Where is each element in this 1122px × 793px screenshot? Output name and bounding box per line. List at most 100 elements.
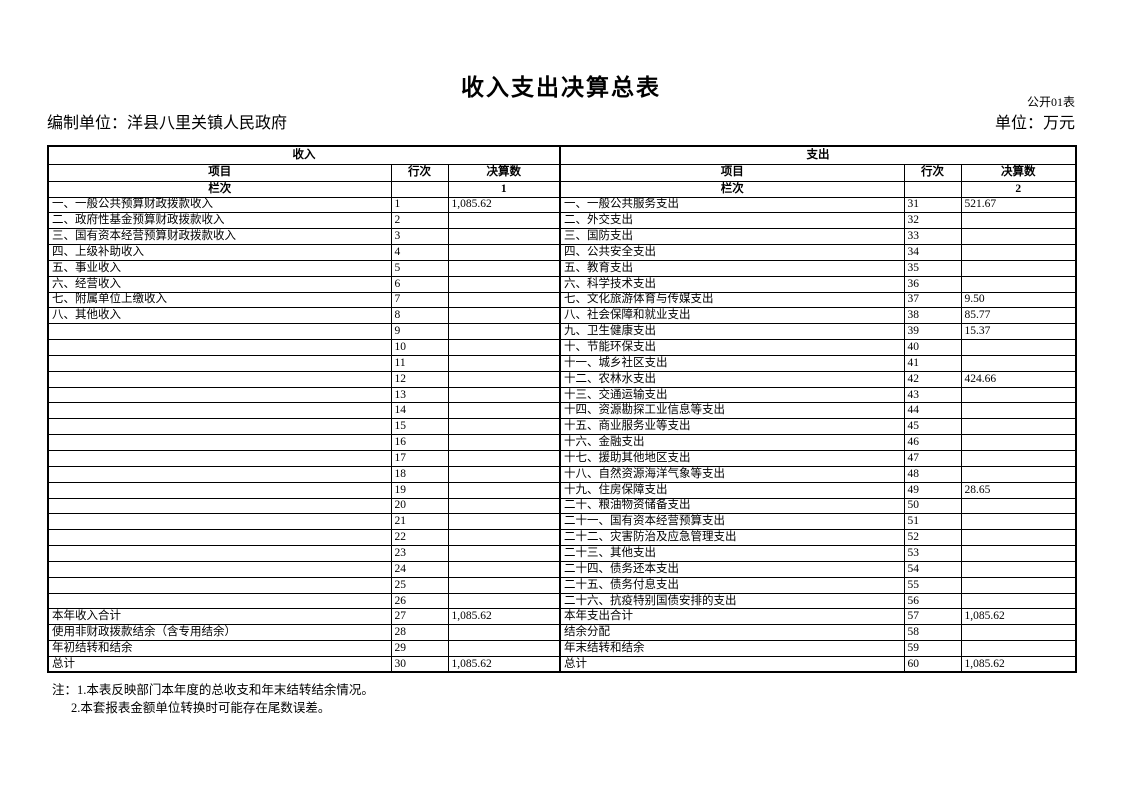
expense-item-cell: 十八、自然资源海洋气象等支出 — [559, 465, 905, 483]
table-row: 24 二十四、债务还本支出 54 — [47, 560, 1077, 578]
table-row: 二、政府性基金预算财政拨款收入 2 二、外交支出 32 — [47, 212, 1077, 230]
expense-item-cell: 三、国防支出 — [559, 228, 905, 246]
income-item-cell — [47, 402, 392, 420]
income-amount-cell — [447, 545, 561, 562]
income-line-cell: 14 — [390, 402, 449, 420]
expense-amount-cell: 9.50 — [960, 291, 1077, 309]
income-amount-cell — [447, 212, 561, 230]
income-line-cell: 4 — [390, 244, 449, 261]
income-amount-cell — [447, 291, 561, 309]
income-item-cell — [47, 513, 392, 531]
expense-line-cell: 58 — [903, 624, 962, 642]
income-section-header: 收入 — [47, 145, 561, 165]
income-item-column-header: 项目 — [47, 163, 392, 182]
income-amount-cell — [447, 529, 561, 547]
table-row: 六、经营收入 6 六、科学技术支出 36 — [47, 275, 1077, 293]
expense-item-cell: 总计 — [559, 655, 905, 673]
income-line-cell: 17 — [390, 450, 449, 467]
income-line-cell: 28 — [390, 624, 449, 642]
income-item-cell: 总计 — [47, 655, 392, 673]
expense-amount-cell — [960, 465, 1077, 483]
income-column-index-number: 1 — [447, 180, 561, 198]
income-item-cell — [47, 465, 392, 483]
expense-amount-cell — [960, 513, 1077, 531]
income-line-cell: 13 — [390, 386, 449, 404]
income-line-cell: 27 — [390, 608, 449, 626]
income-item-cell — [47, 529, 392, 547]
expense-item-cell: 本年支出合计 — [559, 608, 905, 626]
section-header-row: 收入 支出 — [47, 145, 1077, 165]
income-line-cell: 8 — [390, 307, 449, 325]
expense-item-cell: 二十三、其他支出 — [559, 545, 905, 562]
expense-line-cell: 40 — [903, 339, 962, 356]
expense-line-cell: 42 — [903, 370, 962, 388]
table-row: 三、国有资本经营预算财政拨款收入 3 三、国防支出 33 — [47, 228, 1077, 246]
income-amount-cell — [447, 481, 561, 499]
income-line-cell: 19 — [390, 481, 449, 499]
income-line-cell: 22 — [390, 529, 449, 547]
income-amount-cell — [447, 386, 561, 404]
footnote-line-1: 注：1.本表反映部门本年度的总收支和年末结转结余情况。 — [52, 683, 374, 697]
table-row: 14 十四、资源勘探工业信息等支出 44 — [47, 402, 1077, 420]
income-amount-cell — [447, 418, 561, 436]
income-line-cell: 29 — [390, 640, 449, 657]
expense-item-cell: 二十、粮油物资储备支出 — [559, 497, 905, 515]
income-item-cell — [47, 576, 392, 594]
income-item-cell — [47, 481, 392, 499]
expense-amount-cell — [960, 418, 1077, 436]
income-line-cell: 5 — [390, 259, 449, 277]
table-row: 四、上级补助收入 4 四、公共安全支出 34 — [47, 244, 1077, 261]
income-line-cell: 20 — [390, 497, 449, 515]
income-amount-cell — [447, 307, 561, 325]
income-amount-cell — [447, 370, 561, 388]
table-row: 一、一般公共预算财政拨款收入 1 1,085.62 一、一般公共服务支出 31 521.6… — [47, 196, 1077, 214]
expense-line-cell: 48 — [903, 465, 962, 483]
income-item-cell: 七、附属单位上缴收入 — [47, 291, 392, 309]
table-row: 10 十、节能环保支出 40 — [47, 339, 1077, 356]
table-row: 9 九、卫生健康支出 39 15.37 — [47, 323, 1077, 341]
income-item-cell: 本年收入合计 — [47, 608, 392, 626]
income-amount-cell — [447, 560, 561, 578]
income-column-index-label: 栏次 — [47, 180, 392, 198]
budget-summary-table: 收入 支出 项目 行次 决算数 项目 行次 决算数 栏次 1 栏次 2 一、一般… — [47, 145, 1078, 674]
income-item-cell: 六、经营收入 — [47, 275, 392, 293]
income-line-cell: 9 — [390, 323, 449, 341]
table-row: 13 十三、交通运输支出 43 — [47, 386, 1077, 404]
expense-item-cell: 九、卫生健康支出 — [559, 323, 905, 341]
table-row: 17 十七、援助其他地区支出 47 — [47, 450, 1077, 467]
expense-item-cell: 十六、金融支出 — [559, 434, 905, 451]
expense-line-cell: 54 — [903, 560, 962, 578]
table-row: 使用非财政拨款结余（含专用结余） 28 结余分配 58 — [47, 624, 1077, 642]
income-item-cell — [47, 386, 392, 404]
expense-item-cell: 二十二、灾害防治及应急管理支出 — [559, 529, 905, 547]
expense-amount-cell — [960, 339, 1077, 356]
income-item-cell — [47, 418, 392, 436]
income-amount-cell: 1,085.62 — [447, 196, 561, 214]
expense-amount-cell — [960, 244, 1077, 261]
expense-line-cell: 49 — [903, 481, 962, 499]
expense-amount-cell — [960, 560, 1077, 578]
footnote-line-2: 2.本套报表金额单位转换时可能存在尾数误差。 — [71, 700, 331, 715]
expense-line-cell: 60 — [903, 655, 962, 673]
income-amount-cell — [447, 592, 561, 610]
income-line-cell: 21 — [390, 513, 449, 531]
income-item-cell: 一、一般公共预算财政拨款收入 — [47, 196, 392, 214]
expense-line-cell: 50 — [903, 497, 962, 515]
income-amount-cell — [447, 465, 561, 483]
income-amount-cell — [447, 354, 561, 372]
income-amount-cell — [447, 259, 561, 277]
table-row: 25 二十五、债务付息支出 55 — [47, 576, 1077, 594]
expense-line-cell: 38 — [903, 307, 962, 325]
table-row: 21 二十一、国有资本经营预算支出 51 — [47, 513, 1077, 531]
expense-item-cell: 二十六、抗疫特别国债安排的支出 — [559, 592, 905, 610]
expense-item-column-header: 项目 — [559, 163, 905, 182]
expense-line-cell: 39 — [903, 323, 962, 341]
table-row: 15 十五、商业服务业等支出 45 — [47, 418, 1077, 436]
expense-amount-cell — [960, 450, 1077, 467]
income-amount-cell — [447, 228, 561, 246]
table-row: 年初结转和结余 29 年末结转和结余 59 — [47, 640, 1077, 657]
expense-line-cell: 34 — [903, 244, 962, 261]
expense-item-cell: 十、节能环保支出 — [559, 339, 905, 356]
expense-item-cell: 年末结转和结余 — [559, 640, 905, 657]
prepared-by-label: 编制单位：洋县八里关镇人民政府 — [47, 115, 288, 132]
